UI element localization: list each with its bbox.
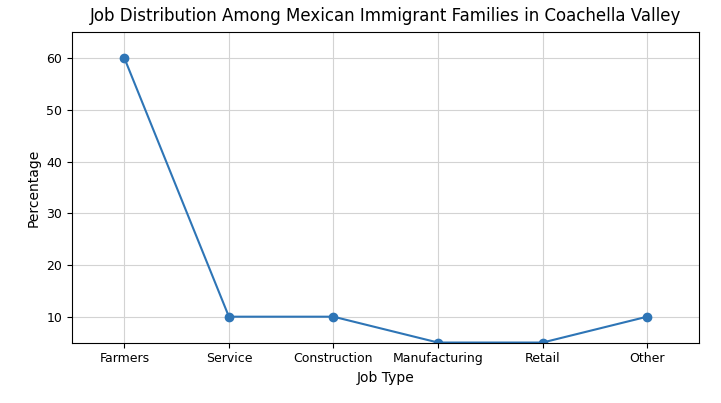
Title: Job Distribution Among Mexican Immigrant Families in Coachella Valley: Job Distribution Among Mexican Immigrant… <box>90 7 681 25</box>
Y-axis label: Percentage: Percentage <box>27 148 41 226</box>
X-axis label: Job Type: Job Type <box>357 371 415 385</box>
